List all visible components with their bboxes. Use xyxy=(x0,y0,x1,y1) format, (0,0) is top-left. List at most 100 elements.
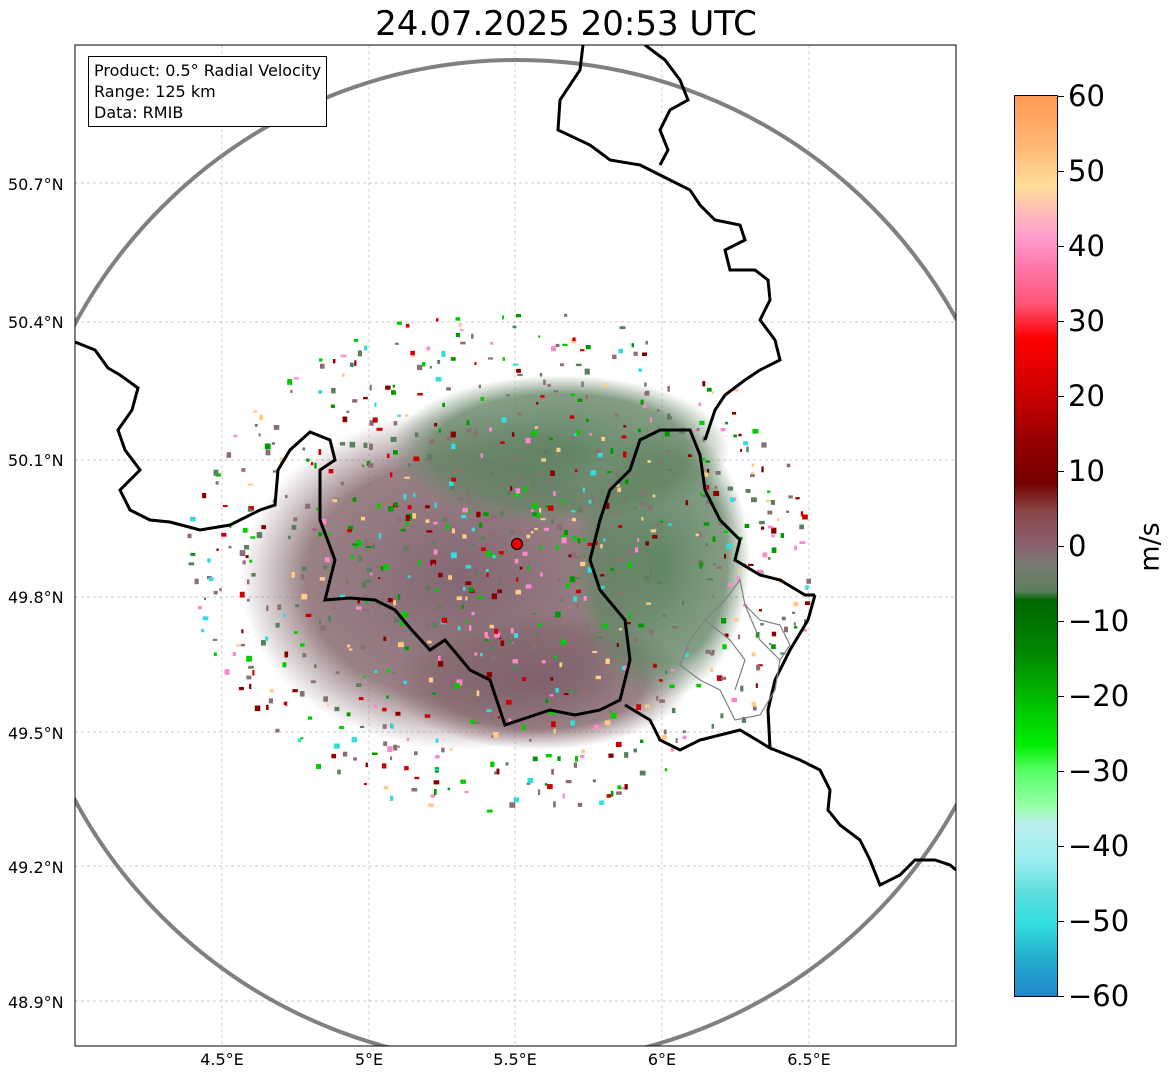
echo-pixel xyxy=(608,753,614,758)
echo-pixel xyxy=(480,397,485,401)
echo-pixel xyxy=(572,436,577,439)
product-line: Product: 0.5° Radial Velocity xyxy=(94,61,322,80)
echo-pixel xyxy=(512,363,519,366)
echo-pixel xyxy=(549,437,553,441)
echo-pixel xyxy=(505,762,509,766)
echo-pixel xyxy=(682,735,687,740)
echo-pixel xyxy=(805,585,809,590)
echo-pixel xyxy=(314,462,317,469)
echo-pixel xyxy=(404,646,409,651)
echo-pixel xyxy=(671,707,676,714)
echo-pixel xyxy=(473,431,478,437)
echo-pixel xyxy=(246,655,252,662)
echo-pixel xyxy=(412,513,416,519)
echo-pixel xyxy=(649,417,653,423)
echo-pixel xyxy=(248,665,254,669)
echo-pixel xyxy=(413,751,418,756)
echo-pixel xyxy=(768,525,774,529)
echo-pixel xyxy=(380,566,384,571)
echo-pixel xyxy=(580,349,585,352)
plot-frame xyxy=(74,44,957,1047)
echo-pixel xyxy=(584,690,587,696)
echo-pixel xyxy=(640,399,644,405)
echo-pixel xyxy=(332,607,337,610)
echo-pixel xyxy=(570,720,575,726)
echo-pixel xyxy=(350,555,354,559)
echo-pixel xyxy=(502,315,505,320)
country-border-germany-north xyxy=(644,45,690,166)
echo-pixel xyxy=(457,466,461,472)
echo-pixel xyxy=(345,578,349,585)
echo-pixel xyxy=(511,432,515,437)
echo-pixel xyxy=(320,625,326,631)
echo-pixel xyxy=(435,738,439,743)
echo-pixel xyxy=(575,556,582,559)
echo-pixel xyxy=(486,572,489,578)
echo-pixel xyxy=(427,623,431,630)
echo-pixel xyxy=(549,710,556,715)
echo-pixel xyxy=(734,497,737,501)
echo-pixel xyxy=(698,560,703,566)
echo-pixel xyxy=(776,518,780,522)
echo-pixel xyxy=(457,626,461,631)
echo-pixel xyxy=(532,512,538,517)
echo-pixel xyxy=(545,754,552,758)
echo-pixel xyxy=(603,538,606,542)
echo-pixel xyxy=(481,547,486,551)
echo-pixel xyxy=(562,498,565,503)
echo-pixel xyxy=(190,516,196,522)
echo-pixel xyxy=(669,684,675,689)
echo-pixel xyxy=(497,716,501,719)
echo-pixel xyxy=(670,669,675,672)
echo-pixel xyxy=(612,354,617,360)
colorbar-tick-label: −10 xyxy=(1068,604,1130,638)
echo-pixel xyxy=(645,541,649,546)
echo-pixel xyxy=(553,491,556,496)
echo-pixel xyxy=(291,571,295,578)
echo-pixel xyxy=(405,521,409,526)
echo-pixel xyxy=(288,535,291,540)
echo-pixel xyxy=(539,545,543,549)
echo-pixel xyxy=(576,589,581,594)
echo-pixel xyxy=(464,708,470,713)
echo-pixel xyxy=(555,688,559,693)
echo-pixel xyxy=(498,581,501,586)
echo-pixel xyxy=(461,604,464,609)
echo-pixel xyxy=(476,556,480,561)
echo-pixel xyxy=(766,500,772,503)
echo-pixel xyxy=(515,314,522,318)
echo-pixel xyxy=(446,436,452,441)
echo-pixel xyxy=(363,595,368,598)
echo-pixel xyxy=(666,468,673,471)
echo-pixel xyxy=(647,460,651,463)
echo-pixel xyxy=(570,510,576,513)
data-source-line: Data: RMIB xyxy=(94,103,184,122)
echo-pixel xyxy=(458,609,463,613)
echo-pixel xyxy=(266,605,269,611)
echo-pixel xyxy=(608,483,612,487)
echo-pixel xyxy=(295,604,300,608)
echo-pixel xyxy=(297,738,302,743)
echo-pixel xyxy=(494,632,501,638)
echo-pixel xyxy=(489,624,494,629)
echo-pixel xyxy=(585,686,590,692)
echo-pixel xyxy=(615,470,618,477)
echo-pixel xyxy=(758,520,765,525)
echo-pixel xyxy=(351,543,358,546)
echo-pixel xyxy=(538,623,542,627)
echo-pixel xyxy=(425,505,430,509)
colorbar-tick-mark xyxy=(1058,396,1064,397)
echo-pixel xyxy=(703,522,710,526)
echo-pixel xyxy=(404,766,409,771)
echo-pixel xyxy=(361,581,367,588)
echo-pixel xyxy=(449,485,455,491)
echo-pixel xyxy=(587,542,593,546)
echo-pixel xyxy=(430,559,437,566)
echo-pixel xyxy=(455,332,461,338)
echo-pixel xyxy=(302,653,307,658)
echo-pixel xyxy=(792,611,796,614)
echo-pixel xyxy=(389,472,393,478)
echo-pixel xyxy=(541,458,546,462)
echo-pixel xyxy=(446,523,450,530)
echo-pixel xyxy=(436,318,439,322)
